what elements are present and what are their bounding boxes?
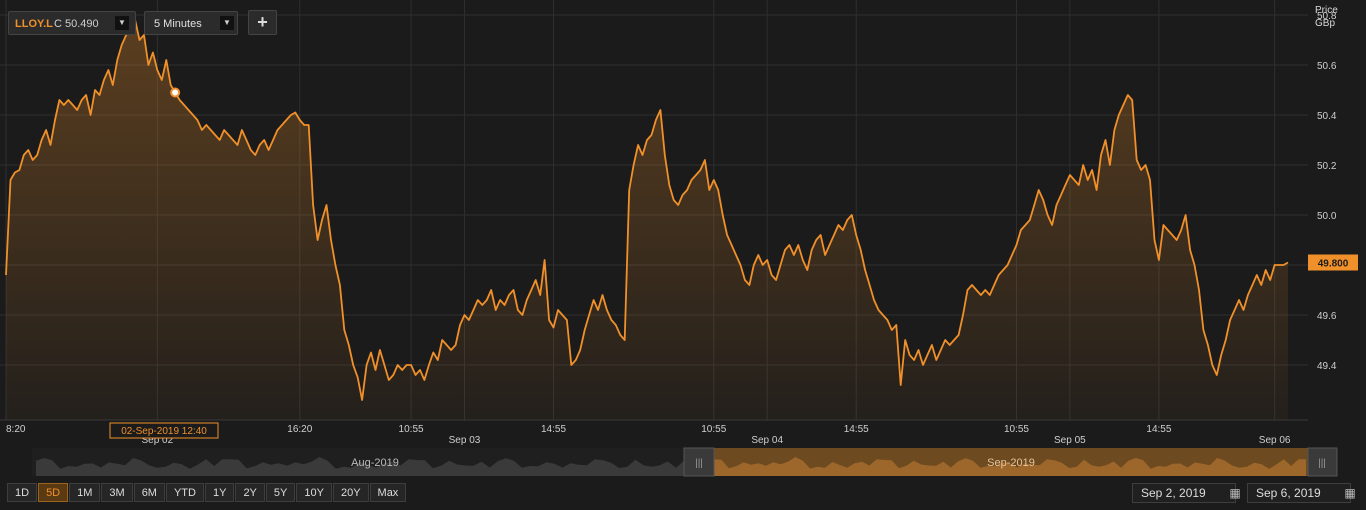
crosshair-date: 02-Sep-2019 12:40 — [109, 422, 219, 439]
current-value-label: 49.800 — [1318, 259, 1349, 270]
price-area — [6, 20, 1288, 420]
range-selector: 1D 5D 1M 3M 6M YTD 1Y 2Y 5Y 10Y 20Y Max — [7, 483, 407, 502]
crosshair-date-label: 02-Sep-2019 12:40 — [121, 426, 207, 437]
x-tick-label: 14:55 — [844, 424, 869, 435]
range-button-1y[interactable]: 1Y — [204, 483, 235, 502]
navigator-history — [36, 457, 684, 476]
y-tick-label: 50.8 — [1317, 11, 1337, 22]
y-tick-label: 50.2 — [1317, 161, 1337, 172]
navigator-selection-history — [714, 457, 1306, 476]
y-tick-label: 50.6 — [1317, 61, 1337, 72]
x-tick-label: 14:55 — [1146, 424, 1171, 435]
date-from-field[interactable]: Sep 2, 2019 — [1132, 483, 1236, 503]
x-tick-label: 10:55 — [701, 424, 726, 435]
range-button-max[interactable]: Max — [369, 483, 407, 502]
range-button-1m[interactable]: 1M — [69, 483, 101, 502]
add-indicator-button[interactable]: + — [248, 10, 277, 35]
x-tick-label: 16:20 — [287, 424, 312, 435]
navigator-right-label: Sep-2019 — [987, 457, 1035, 469]
x-tick-label: 14:55 — [541, 424, 566, 435]
close-price-label: C 50.490 — [54, 18, 99, 30]
interval-selector[interactable]: 5 Minutes ▼ — [144, 11, 238, 35]
y-axis-panel — [1308, 0, 1366, 420]
x-day-label: Sep 03 — [449, 435, 481, 446]
y-axis-title: Price — [1315, 5, 1338, 16]
navigator-right-handle[interactable] — [1307, 447, 1338, 477]
range-button-2y[interactable]: 2Y — [235, 483, 265, 502]
x-day-label: Sep 05 — [1054, 435, 1086, 446]
range-button-ytd[interactable]: YTD — [165, 483, 204, 502]
range-button-3m[interactable]: 3M — [101, 483, 133, 502]
x-tick-label: 8:20 — [6, 424, 26, 435]
current-value-tag: 49.800 — [1308, 254, 1358, 271]
y-tick-label: 50.4 — [1317, 111, 1337, 122]
hover-marker — [170, 87, 181, 98]
left-handle-grip: ||| — [695, 458, 703, 469]
range-button-10y[interactable]: 10Y — [296, 483, 332, 502]
x-axis-ticks: 8:20 Sep 02 16:20 10:55 Sep 03 14:55 10:55 Sep … — [6, 424, 1291, 446]
right-handle-grip: ||| — [1318, 458, 1326, 469]
chevron-down-icon[interactable]: ▼ — [220, 16, 234, 30]
y-tick-label: 49.4 — [1317, 361, 1337, 372]
y-tick-label: 50.0 — [1317, 211, 1337, 222]
navigator-left-handle[interactable] — [683, 447, 715, 477]
navigator[interactable]: ||| ||| Aug-2019 Sep-2019 — [32, 447, 1338, 477]
calendar-icon[interactable]: ▦ — [1344, 486, 1356, 500]
symbol-selector[interactable]: LLOY.L C 50.490 ▼ — [8, 11, 136, 35]
price-line — [5, 19, 1289, 401]
symbol-label: LLOY.L — [15, 18, 53, 30]
range-button-1d[interactable]: 1D — [7, 483, 38, 502]
calendar-icon[interactable]: ▦ — [1229, 486, 1241, 500]
date-to-field[interactable]: Sep 6, 2019 — [1247, 483, 1351, 503]
x-tick-label: 10:55 — [1004, 424, 1029, 435]
navigator-left-label: Aug-2019 — [351, 457, 399, 469]
range-button-6m[interactable]: 6M — [133, 483, 165, 502]
x-day-label: Sep 04 — [751, 435, 783, 446]
range-button-5y[interactable]: 5Y — [265, 483, 296, 502]
x-day-label: Sep 06 — [1259, 435, 1291, 446]
y-axis-unit: GBp — [1315, 18, 1335, 29]
x-tick-label: 10:55 — [399, 424, 424, 435]
x-day-label: Sep 02 — [141, 435, 173, 446]
range-button-20y[interactable]: 20Y — [332, 483, 369, 502]
interval-label: 5 Minutes — [154, 18, 202, 30]
chevron-down-icon[interactable]: ▼ — [115, 16, 129, 30]
y-tick-label: 49.6 — [1317, 311, 1337, 322]
range-button-5d[interactable]: 5D — [38, 483, 69, 502]
